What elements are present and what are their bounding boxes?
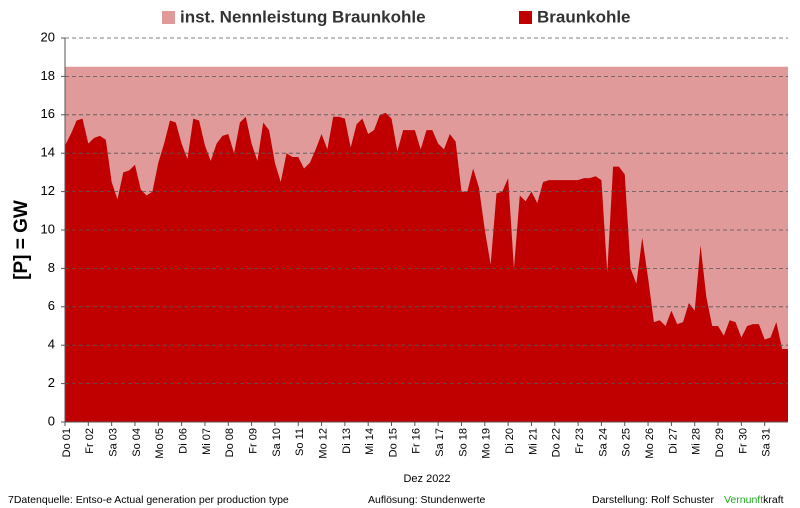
x-tick-label: Fr 23 xyxy=(574,428,586,454)
y-tick-label: 8 xyxy=(48,260,55,275)
x-tick-label: Do 01 xyxy=(61,428,73,457)
y-axis-label: [P] = GW xyxy=(11,200,32,280)
brand-rest: kraft xyxy=(763,494,784,506)
x-tick-label: Sa 31 xyxy=(761,428,773,457)
x-tick-label: Mi 28 xyxy=(691,428,703,455)
y-tick-label: 4 xyxy=(48,337,55,352)
x-tick-label: So 18 xyxy=(457,428,469,457)
footer-source: 7Datenquelle: Entso-e Actual generation … xyxy=(8,494,289,506)
x-tick-label: Do 08 xyxy=(224,428,236,457)
y-tick-label: 16 xyxy=(41,106,55,121)
x-tick-label: Fr 30 xyxy=(737,428,749,454)
footer-author: Darstellung: Rolf Schuster xyxy=(592,494,714,506)
x-tick-label: Mo 05 xyxy=(154,428,166,459)
legend-swatch xyxy=(519,11,532,24)
legend-swatch xyxy=(162,11,175,24)
x-tick-label: Fr 02 xyxy=(84,428,96,454)
x-tick-label: Mi 07 xyxy=(201,428,213,455)
legend-label: inst. Nennleistung Braunkohle xyxy=(180,7,426,26)
x-tick-label: Fr 09 xyxy=(247,428,259,454)
y-tick-label: 2 xyxy=(48,375,55,390)
area xyxy=(65,112,788,422)
x-axis-label: Dez 2022 xyxy=(403,473,450,485)
x-tick-label: So 11 xyxy=(294,428,306,456)
footer-resolution: Auflösung: Stundenwerte xyxy=(368,494,485,506)
x-tick-label: Mo 12 xyxy=(317,428,329,459)
x-tick-label: Mo 19 xyxy=(481,428,493,459)
x-tick-label: Sa 17 xyxy=(434,428,446,457)
x-tick-label: Sa 10 xyxy=(271,428,283,457)
y-tick-label: 14 xyxy=(41,145,55,160)
y-tick-label: 12 xyxy=(41,183,55,198)
x-tick-label: So 25 xyxy=(621,428,633,457)
brand-green: Vernunft xyxy=(724,494,763,506)
x-tick-label: Di 20 xyxy=(504,428,516,454)
x-tick-label: Mi 14 xyxy=(364,428,376,455)
x-tick-label: Do 15 xyxy=(387,428,399,457)
x-tick-label: Mo 26 xyxy=(644,428,656,459)
y-tick-label: 10 xyxy=(41,221,55,236)
y-tick-label: 6 xyxy=(48,298,55,313)
y-tick-label: 20 xyxy=(41,29,55,44)
x-tick-label: Mi 21 xyxy=(527,428,539,455)
x-tick-label: Do 29 xyxy=(714,428,726,457)
x-tick-label: Do 22 xyxy=(551,428,563,457)
x-tick-label: Fr 16 xyxy=(411,428,423,454)
x-tick-label: Di 27 xyxy=(667,428,679,454)
x-tick-label: Sa 24 xyxy=(597,428,609,457)
x-tick-label: Di 13 xyxy=(341,428,353,454)
footer-brand: Vernunftkraft xyxy=(724,494,784,506)
x-tick-label: Sa 03 xyxy=(108,428,120,457)
x-tick-label: Di 06 xyxy=(178,428,190,454)
legend-label: Braunkohle xyxy=(537,7,631,26)
y-tick-label: 18 xyxy=(41,68,55,83)
x-tick-label: So 04 xyxy=(131,428,143,457)
y-tick-label: 0 xyxy=(48,413,55,428)
